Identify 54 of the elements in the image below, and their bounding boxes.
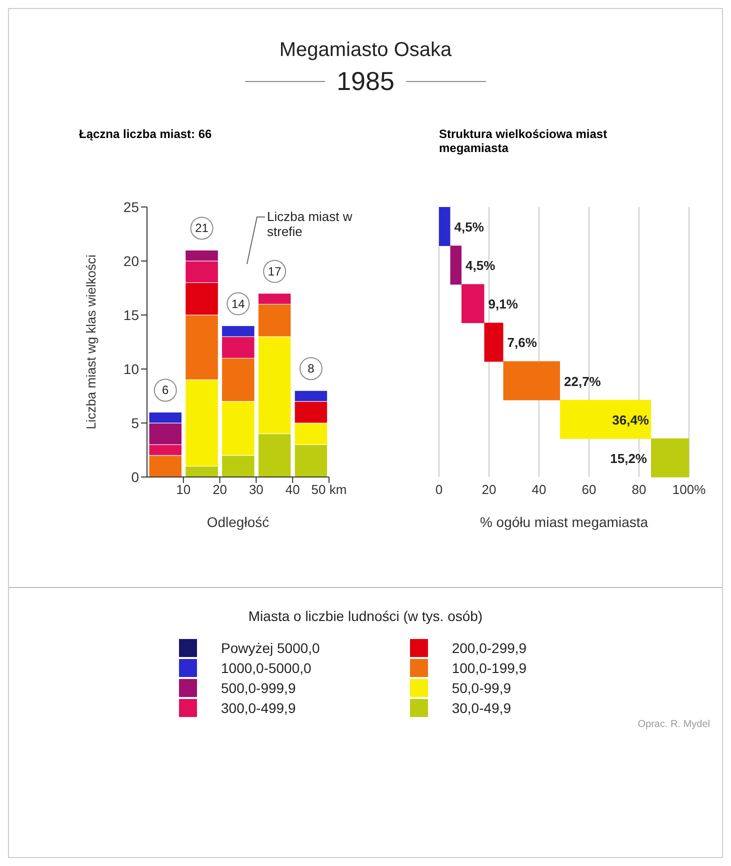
legend-title: Miasta o liczbie ludności (w tys. osób): [247, 608, 484, 624]
x-tick-label: 60: [582, 482, 596, 498]
text: Łączna liczba miast: 66: [78, 126, 213, 143]
y-tick-label: 5: [131, 414, 140, 431]
legend-label: 50,0-99,9: [450, 679, 512, 698]
total-label: 6: [162, 383, 170, 398]
total-label: 17: [268, 264, 282, 278]
chart-title: Megamiasto Osaka: [278, 39, 453, 62]
x-tick-label: 100%: [672, 482, 706, 498]
bar: [450, 246, 462, 285]
annotation: Liczba miast w strefie: [267, 209, 354, 239]
x-tick-label: 40: [532, 482, 546, 498]
bar: [651, 438, 689, 478]
x-axis-title: % ogółu miast megamiasta: [480, 514, 648, 530]
bar: [484, 322, 504, 362]
x-tick-label: 50 km: [311, 482, 347, 498]
legend-label: 200,0-299,9: [450, 639, 527, 658]
total-label: 8: [308, 362, 315, 376]
text: Oprac. R. Mydel: [638, 719, 710, 730]
y-axis-title: Liczba miast wg klas wielkości: [84, 254, 99, 430]
x-tick-label: 0: [435, 482, 443, 498]
bar: [462, 284, 484, 324]
legend-label: 30,0-49,9: [450, 699, 512, 718]
data-label: 36,4%: [612, 412, 650, 428]
y-tick-label: 25: [123, 198, 140, 215]
x-tick-label: 80: [632, 482, 646, 498]
bar: [560, 400, 651, 439]
legend-label: 300,0-499,9: [220, 699, 297, 718]
bar: [439, 207, 450, 246]
y-tick-label: 20: [123, 252, 140, 269]
data-label: 4,5%: [466, 258, 496, 274]
x-tick-label: 20: [482, 482, 496, 498]
y-tick-label: 15: [123, 306, 140, 323]
data-label: 22,7%: [564, 374, 602, 389]
data-label: 7,6%: [507, 335, 538, 350]
data-label: 4,5%: [454, 220, 484, 234]
y-tick-label: 10: [123, 360, 140, 377]
legend-label: 500,0-999,9: [220, 679, 297, 698]
chart-title: Struktura wielkościowa miast megamiasta: [438, 126, 608, 157]
x-tick-label: 40: [285, 482, 300, 498]
legend-label: 1000,0-5000,0: [220, 659, 312, 678]
legend-label: Powyżej 5000,0: [220, 639, 320, 658]
chart-subtitle: 1985: [336, 66, 394, 97]
total-label: 14: [232, 296, 246, 311]
total-label: 21: [195, 221, 209, 236]
data-label: 15,2%: [610, 450, 648, 466]
legend-label: 100,0-199,9: [450, 659, 527, 678]
x-tick-label: 20: [212, 482, 228, 498]
x-tick-label: 30: [248, 482, 264, 498]
x-tick-label: 10: [176, 482, 191, 498]
bar: [503, 361, 560, 400]
y-tick-label: 0: [131, 468, 140, 485]
data-label: 9,1%: [488, 296, 518, 312]
x-axis-title: Odległość: [206, 514, 270, 530]
